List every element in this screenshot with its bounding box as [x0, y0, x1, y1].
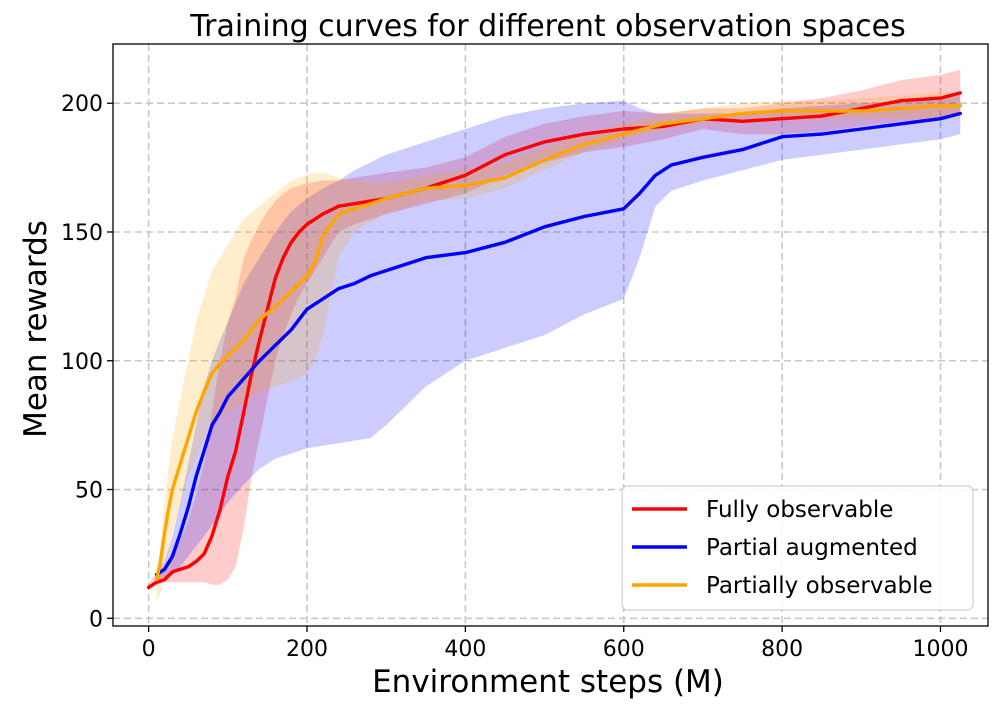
legend: Fully observable Partial augmented Partial…	[621, 485, 974, 611]
confidence-bands	[148, 69, 961, 603]
series-band-partially-observable	[156, 92, 961, 603]
series-lines	[146, 91, 962, 590]
y-axis-label: Mean rewards	[18, 220, 54, 438]
y-tick-label: 200	[61, 92, 103, 117]
legend-label: Fully observable	[706, 497, 893, 523]
legend-label: Partially observable	[706, 573, 933, 599]
axis-ticks: 0 200 400 600 800 1000 0 50 100 150 200	[61, 92, 968, 662]
x-tick-label: 0	[142, 637, 156, 662]
series-line-fully-observable	[146, 91, 962, 590]
series-line-partial-augmented	[154, 111, 962, 577]
chart-title: Training curves for different observatio…	[189, 9, 905, 44]
x-tick-label: 200	[286, 637, 328, 662]
x-tick-label: 400	[444, 637, 486, 662]
legend-box	[621, 485, 974, 611]
x-tick-label: 800	[761, 637, 803, 662]
x-tick-label: 600	[603, 637, 645, 662]
x-axis-label: Environment steps (M)	[372, 664, 724, 700]
series-band-fully-observable	[148, 69, 961, 590]
x-tick-label: 1000	[912, 637, 968, 662]
y-tick-label: 0	[89, 607, 103, 632]
y-tick-label: 150	[61, 221, 103, 246]
series-band-partial-augmented	[156, 95, 961, 580]
y-tick-label: 50	[75, 479, 103, 504]
series-line-partially-observable	[154, 104, 962, 582]
y-tick-label: 100	[61, 350, 103, 375]
plot-frame	[112, 43, 989, 627]
legend-label: Partial augmented	[706, 535, 918, 561]
